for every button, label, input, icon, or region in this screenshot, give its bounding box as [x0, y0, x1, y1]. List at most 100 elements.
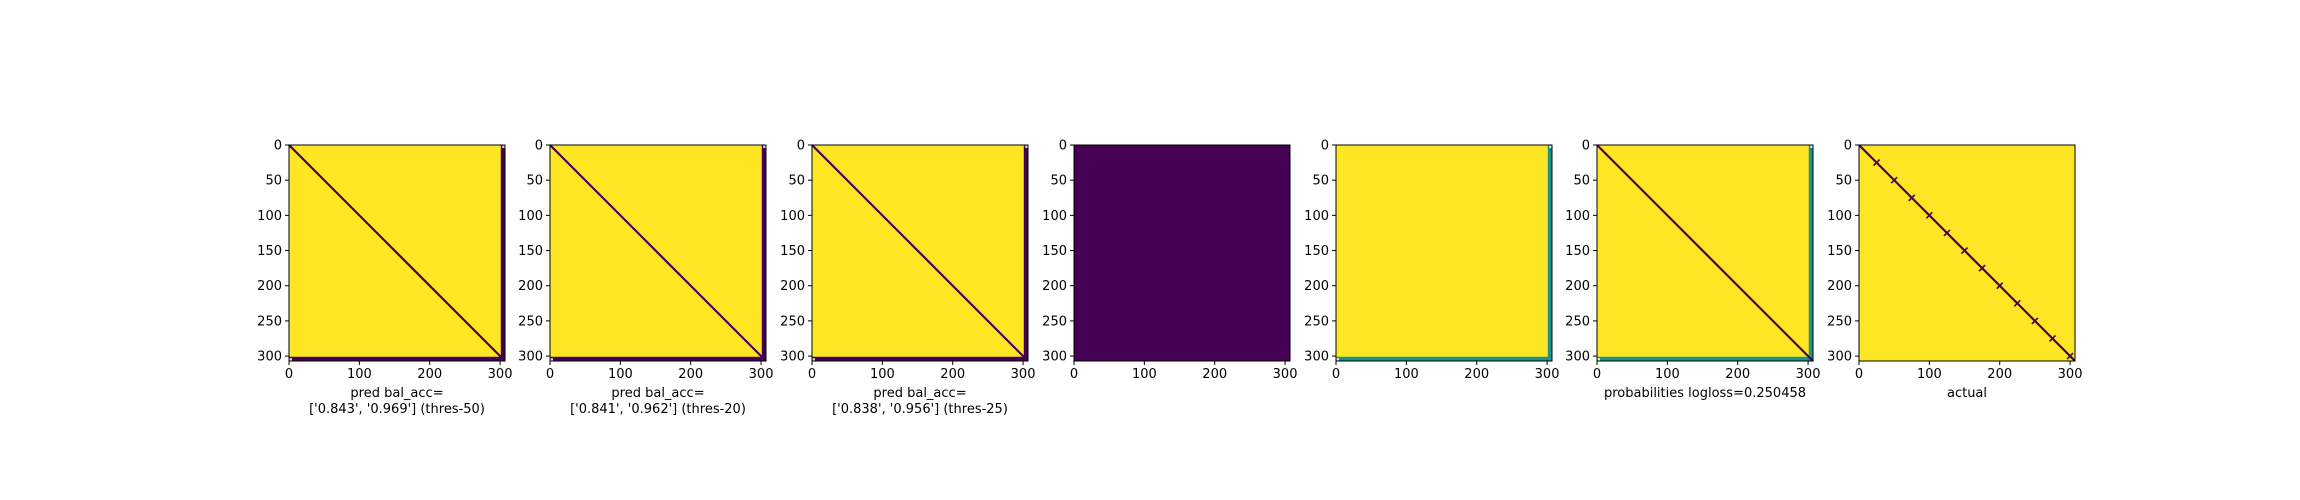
x-tick-label: 100: [347, 367, 372, 382]
x-axis-label: pred bal_acc= ['0.843', '0.969'] (thres-5…: [309, 386, 485, 417]
heatmap-right-column-cells: [500, 145, 505, 361]
x-axis-label: actual: [1947, 386, 1987, 401]
heatmap-bottom-row-cells: [1336, 356, 1552, 361]
heatmap-diagonal-cells: [288, 144, 506, 362]
heatmap-corner-cell: [1025, 145, 1029, 148]
x-tick-label: 0: [546, 367, 554, 382]
heatmap-diagonal-cells: [811, 144, 1029, 362]
x-tick-label: 0: [1332, 367, 1340, 382]
y-tick-label: 150: [1827, 244, 1852, 259]
diagonal-marker: [1996, 282, 2004, 290]
x-tick-label: 0: [1070, 367, 1078, 382]
y-tick-label: 100: [780, 209, 805, 224]
x-tick-label: 100: [1394, 367, 1419, 382]
diagonal-marker: [1873, 159, 1881, 167]
x-tick-label: 100: [1917, 367, 1942, 382]
y-tick-label: 200: [780, 279, 805, 294]
x-tick-label: 300: [1535, 367, 1560, 382]
axes-frame: [1858, 144, 2076, 362]
x-axis-label: pred bal_acc= ['0.838', '0.956'] (thres-2…: [832, 386, 1008, 417]
y-tick-label: 300: [1565, 350, 1590, 365]
y-tick-label: 250: [780, 314, 805, 329]
x-tick-label: 200: [417, 367, 442, 382]
y-tick-label: 100: [257, 209, 282, 224]
x-tick-label: 0: [285, 367, 293, 382]
x-tick-label: 200: [940, 367, 965, 382]
heatmap-right-column-cells: [1023, 145, 1028, 361]
y-tick-label: 200: [1042, 279, 1067, 294]
diagonal-marker: [1925, 211, 1933, 219]
x-tick-label: 100: [608, 367, 633, 382]
y-tick-label: 300: [257, 350, 282, 365]
x-tick-label: 200: [1725, 367, 1750, 382]
x-tick-label: 100: [1132, 367, 1157, 382]
x-tick-label: 300: [488, 367, 513, 382]
heatmap-panel-6: 0 100 200 300050100150200250300probabilitie…: [1565, 139, 1820, 402]
y-tick-label: 0: [1844, 139, 1852, 154]
x-axis-label: probabilities logloss=0.250458: [1604, 386, 1806, 401]
y-tick-label: 0: [535, 139, 543, 154]
x-tick-label: 300: [749, 367, 774, 382]
y-tick-label: 300: [780, 350, 805, 365]
y-tick-label: 100: [1565, 209, 1590, 224]
y-tick-label: 0: [1582, 139, 1590, 154]
y-tick-label: 150: [257, 244, 282, 259]
y-tick-label: 250: [1042, 314, 1067, 329]
diagonal-marker: [2048, 334, 2057, 343]
y-tick-label: 100: [1042, 209, 1067, 224]
y-tick-label: 150: [1042, 244, 1067, 259]
x-tick-label: 0: [1855, 367, 1863, 382]
heatmap-corner-cell: [550, 358, 553, 362]
heatmap-corner-cell: [763, 145, 767, 148]
y-tick-label: 50: [1573, 174, 1590, 189]
x-tick-label: 0: [1593, 367, 1601, 382]
y-tick-label: 300: [1827, 350, 1852, 365]
y-tick-label: 250: [518, 314, 543, 329]
axes-frame: [1073, 144, 1291, 362]
y-tick-label: 250: [1565, 314, 1590, 329]
y-tick-label: 50: [1835, 174, 1852, 189]
x-tick-label: 0: [808, 367, 816, 382]
diagonal-marker: [2066, 352, 2074, 360]
y-tick-label: 200: [1565, 279, 1590, 294]
axes-frame: [549, 144, 767, 362]
diagonal-marker: [1978, 264, 1986, 272]
x-tick-label: 200: [1987, 367, 2012, 382]
y-tick-label: 150: [780, 244, 805, 259]
axes-frame: [288, 144, 506, 362]
y-tick-label: 200: [257, 279, 282, 294]
y-tick-label: 50: [1312, 174, 1329, 189]
diagonal-marker: [1908, 194, 1916, 202]
x-tick-label: 300: [1796, 367, 1821, 382]
heatmap-base-cells: [1074, 145, 1290, 361]
heatmap-base-cells: [1336, 145, 1552, 361]
y-tick-label: 50: [1050, 174, 1067, 189]
heatmap-bottom-row-cells: [812, 356, 1028, 361]
heatmap-right-column-cells: [1808, 145, 1813, 361]
diagonal-marker: [2013, 299, 2021, 307]
diagonal-marker: [2031, 317, 2039, 325]
heatmap-corner-cell: [289, 358, 292, 362]
y-tick-label: 50: [526, 174, 543, 189]
x-tick-label: 100: [870, 367, 895, 382]
y-tick-label: 0: [274, 139, 282, 154]
heatmap-corner-cell: [1549, 145, 1553, 148]
y-tick-label: 250: [1827, 314, 1852, 329]
y-tick-label: 250: [257, 314, 282, 329]
heatmap-corner-cell: [502, 145, 506, 148]
y-tick-label: 0: [1321, 139, 1329, 154]
heatmap-bottom-row-cells: [1597, 356, 1813, 361]
y-tick-label: 100: [1827, 209, 1852, 224]
axes-frame: [1596, 144, 1814, 362]
y-tick-label: 0: [1059, 139, 1067, 154]
x-axis-label: pred bal_acc= ['0.841', '0.962'] (thres-2…: [570, 386, 746, 417]
heatmap-corner-cell: [1810, 145, 1814, 148]
x-tick-label: 100: [1655, 367, 1680, 382]
diagonal-marker: [1943, 229, 1951, 237]
y-tick-label: 100: [518, 209, 543, 224]
x-tick-label: 200: [1464, 367, 1489, 382]
